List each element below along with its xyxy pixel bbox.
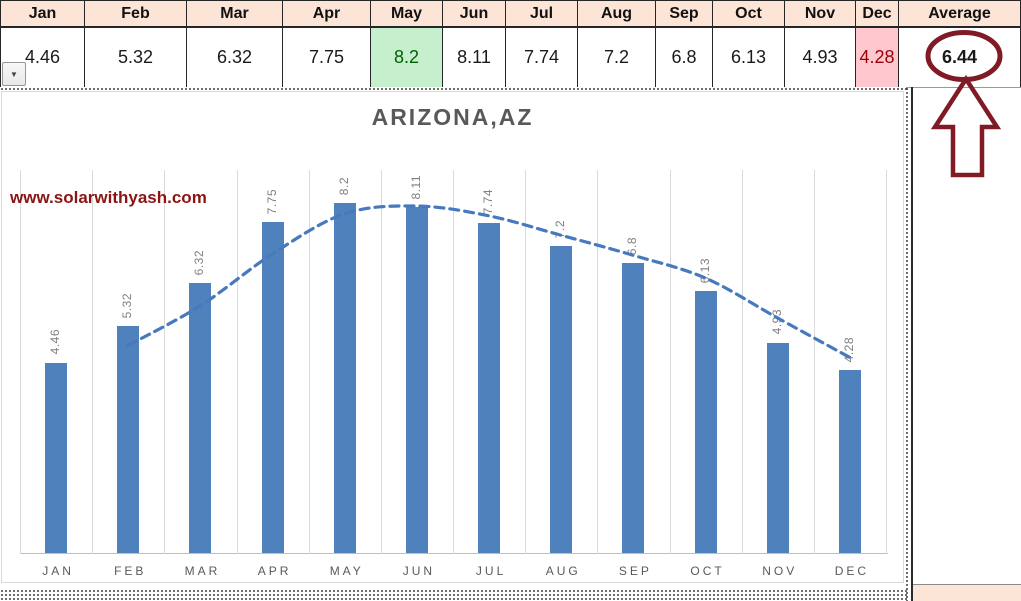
x-axis-label-jun: JUN xyxy=(402,564,436,578)
header-cell-may[interactable]: May xyxy=(371,0,443,28)
x-axis-label-mar: MAR xyxy=(184,564,221,578)
print-area-border xyxy=(911,87,913,601)
header-cell-mar[interactable]: Mar xyxy=(187,0,283,28)
header-cell-feb[interactable]: Feb xyxy=(85,0,187,28)
value-cell-jul[interactable]: 7.74 xyxy=(506,28,578,87)
watermark-text: www.solarwithyash.com xyxy=(10,188,207,207)
vertical-gridline xyxy=(236,170,238,554)
up-arrow-shape[interactable] xyxy=(930,74,1002,178)
header-cell-oct[interactable]: Oct xyxy=(713,0,785,28)
moving-average-trendline xyxy=(126,204,852,360)
header-cell-apr[interactable]: Apr xyxy=(283,0,371,28)
bar-feb xyxy=(117,326,140,553)
header-cell-dec[interactable]: Dec xyxy=(856,0,899,28)
value-cell-oct[interactable]: 6.13 xyxy=(713,28,785,87)
bar-jun xyxy=(405,206,428,553)
chart-title: ARIZONA,AZ xyxy=(371,104,534,130)
vertical-gridline xyxy=(741,170,743,554)
value-cell-apr[interactable]: 7.75 xyxy=(283,28,371,87)
x-axis-label-feb: FEB xyxy=(114,564,147,578)
value-cell-aug[interactable]: 7.2 xyxy=(578,28,656,87)
x-axis-label-may: MAY xyxy=(329,564,364,578)
bar-aug xyxy=(550,245,573,553)
bar-dec xyxy=(838,370,861,553)
x-axis-label-apr: APR xyxy=(257,564,292,578)
value-cell-dec[interactable]: 4.28 xyxy=(856,28,899,87)
chevron-down-icon: ▼ xyxy=(10,69,18,79)
value-cell-sep[interactable]: 6.8 xyxy=(656,28,713,87)
header-cell-aug[interactable]: Aug xyxy=(578,0,656,28)
x-axis-label-nov: NOV xyxy=(762,564,798,578)
value-cell-feb[interactable]: 5.32 xyxy=(85,28,187,87)
x-axis-label-dec: DEC xyxy=(834,564,870,578)
vertical-gridline xyxy=(380,170,382,554)
vertical-gridline xyxy=(20,170,21,554)
month-header-row: Jan Feb Mar Apr May Jun Jul Aug Sep Oct Nov Dec Aver… xyxy=(0,0,1021,28)
x-axis-label-sep: SEP xyxy=(618,564,652,578)
average-column-underline xyxy=(906,87,1021,88)
vertical-gridline xyxy=(669,170,671,554)
header-cell-nov[interactable]: Nov xyxy=(785,0,856,28)
page-break-vertical xyxy=(905,87,909,601)
vertical-gridline xyxy=(453,170,454,554)
x-axis-label-jan: JAN xyxy=(42,564,74,578)
trendline-layer xyxy=(126,204,852,360)
vertical-gridline xyxy=(92,170,94,554)
vertical-gridline xyxy=(308,170,310,554)
bar-sep xyxy=(622,262,645,553)
bar-jul xyxy=(478,222,501,553)
x-axis-label-aug: AUG xyxy=(545,564,581,578)
header-cell-sep[interactable]: Sep xyxy=(656,0,713,28)
x-axis-label-jul: JUL xyxy=(475,564,507,578)
value-cell-may[interactable]: 8.2 xyxy=(371,28,443,87)
header-cell-jun[interactable]: Jun xyxy=(443,0,506,28)
vertical-gridline xyxy=(597,170,599,554)
circle-annotation[interactable] xyxy=(925,30,1003,82)
x-axis-line xyxy=(20,553,888,554)
plot-area: 4.46 JAN 5.32 FEB 6.32 MAR 7.75 APR 8.2 MAY 8.11 JU… xyxy=(20,170,888,578)
bar-may xyxy=(333,203,356,553)
page-break-horizontal xyxy=(0,87,908,91)
header-cell-average[interactable]: Average xyxy=(899,0,1021,28)
vertical-gridline xyxy=(164,170,166,554)
vertical-gridline xyxy=(886,170,887,554)
next-table-header-cell xyxy=(913,584,1021,601)
page-break-bottom xyxy=(0,589,908,601)
value-cell-mar[interactable]: 6.32 xyxy=(187,28,283,87)
vertical-gridline xyxy=(525,170,527,554)
value-cell-nov[interactable]: 4.93 xyxy=(785,28,856,87)
value-cell-jun[interactable]: 8.11 xyxy=(443,28,506,87)
header-cell-jul[interactable]: Jul xyxy=(506,0,578,28)
filter-dropdown-button[interactable]: ▼ xyxy=(2,62,26,86)
x-axis-label-oct: OCT xyxy=(690,564,725,578)
average-annotation[interactable] xyxy=(915,25,1015,185)
month-value-row: 4.46 5.32 6.32 7.75 8.2 8.11 7.74 7.2 6.8 6.13 4.9… xyxy=(0,28,1021,87)
vertical-gridline xyxy=(813,170,815,554)
bar-oct xyxy=(694,291,717,553)
bar-nov xyxy=(766,342,789,553)
bar-jan xyxy=(45,362,68,553)
header-cell-jan[interactable]: Jan xyxy=(0,0,85,28)
solar-irradiance-chart[interactable]: ARIZONA,AZ www.solarwithyash.com 4.46 JAN… xyxy=(1,91,904,583)
bar-apr xyxy=(261,222,284,553)
bar-mar xyxy=(189,283,212,553)
